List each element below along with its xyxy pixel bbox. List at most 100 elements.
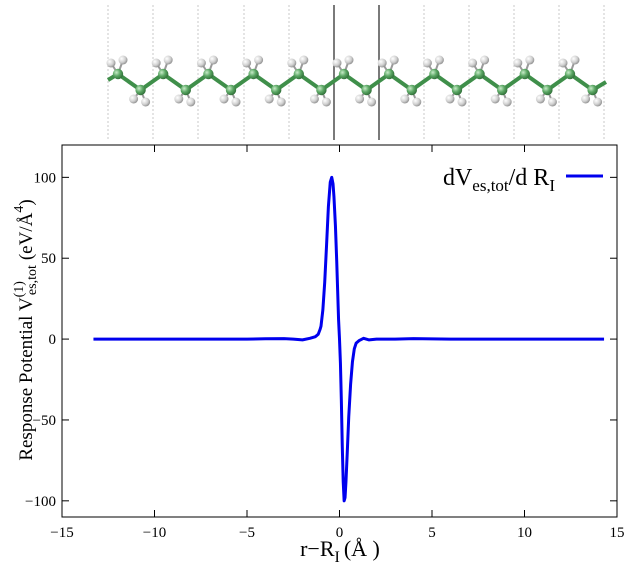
y-tick-label: −50 <box>33 413 56 429</box>
carbon-atom <box>564 68 576 80</box>
carbon-atom <box>429 68 440 80</box>
hydrogen-atom <box>570 55 580 65</box>
hydrogen-atom <box>547 97 557 107</box>
x-tick-label: −5 <box>239 525 255 541</box>
hydrogen-atom <box>581 94 591 104</box>
hydrogen-atom <box>242 58 252 68</box>
legend-label-sub2: I <box>549 176 555 195</box>
carbon-atom <box>361 84 372 96</box>
x-tick-label: 5 <box>428 525 436 541</box>
hydrogen-atom <box>141 97 151 107</box>
carbon-atom <box>203 68 214 80</box>
hydrogen-atom <box>558 58 568 68</box>
legend: dVes,tot/d RI <box>443 165 603 195</box>
series-layer <box>93 175 605 503</box>
hydrogen-atom <box>129 94 139 104</box>
hydrogen-atom <box>151 58 161 68</box>
y-tick-label: 100 <box>34 170 57 186</box>
hydrogen-atom <box>287 58 297 68</box>
y-tick-label: 50 <box>41 251 56 267</box>
y-axis-title-sup: (1) <box>12 281 27 298</box>
hydrogen-atom <box>412 97 422 107</box>
y-tick-label: −100 <box>25 494 56 510</box>
hydrogen-atom <box>174 94 184 104</box>
y-axis-ticks: −100 −50 0 50 100 <box>25 170 617 510</box>
hydrogen-atom <box>389 55 399 65</box>
x-tick-label: −10 <box>143 525 166 541</box>
x-tick-label: 10 <box>517 525 532 541</box>
hydrogen-atom <box>332 58 342 68</box>
y-axis-title-unit: (eV/Å <box>16 212 37 260</box>
polyethylene-chain-illustration <box>106 5 608 140</box>
hydrogen-atom <box>208 55 218 65</box>
carbon-atom <box>158 68 169 80</box>
y-axis-title-unit-sup: 4 <box>12 206 27 213</box>
carbon-atom <box>451 84 463 96</box>
hydrogen-atom <box>276 97 286 107</box>
hydrogen-atom <box>457 97 467 107</box>
x-axis-ticks: −15 −10 −5 0 5 10 15 <box>50 145 625 541</box>
hydrogen-atom <box>593 97 603 107</box>
carbon-atom <box>519 68 530 80</box>
carbon-atom <box>293 68 304 80</box>
y-axis-title-sub: es,tot <box>25 265 40 295</box>
carbon-atom <box>338 68 350 80</box>
carbon-atom <box>135 84 146 96</box>
carbon-atom <box>384 68 395 80</box>
hydrogen-atom <box>525 55 535 65</box>
x-axis-title-main: r−R <box>300 536 335 561</box>
carbon-atom <box>474 68 485 80</box>
legend-label-main: dV <box>443 165 473 191</box>
x-axis-title: r−RI (Å ) <box>300 536 380 566</box>
hydrogen-atom <box>422 58 432 68</box>
hydrogen-atom <box>502 97 512 107</box>
hydrogen-atom <box>355 94 365 104</box>
legend-label-mid: /d R <box>509 165 550 191</box>
hydrogen-atom <box>321 97 331 107</box>
hydrogen-atom <box>468 58 478 68</box>
legend-label: dVes,tot/d RI <box>443 165 555 195</box>
legend-label-sub1: es,tot <box>472 176 509 195</box>
hydrogen-atom <box>163 55 173 65</box>
hydrogen-atom <box>219 94 229 104</box>
carbon-atom <box>542 84 553 96</box>
y-axis-title-main: Response Potential V <box>16 297 37 461</box>
hydrogen-atom <box>299 55 309 65</box>
x-tick-label: 0 <box>336 525 344 541</box>
x-axis-title-sub: I <box>335 549 340 566</box>
y-axis-title: Response Potential V(1)es,tot (eV/Å4) <box>12 199 40 460</box>
hydrogen-atom <box>434 55 444 65</box>
carbon-atom <box>248 68 259 80</box>
hydrogen-atom <box>196 58 206 68</box>
hydrogen-atom <box>186 97 196 107</box>
hydrogen-atom <box>445 94 455 104</box>
hydrogen-atom <box>118 55 128 65</box>
carbon-atom <box>497 84 508 96</box>
hydrogen-atom <box>106 58 116 68</box>
x-tick-label: −15 <box>50 525 73 541</box>
hydrogen-atom <box>231 97 241 107</box>
hydrogen-atom <box>490 94 500 104</box>
series-line <box>93 175 605 503</box>
carbon-atom <box>112 68 124 80</box>
hydrogen-atom <box>367 97 377 107</box>
carbon-atom <box>271 84 282 96</box>
carbon-atom <box>316 84 327 96</box>
x-axis-title-unit: (Å ) <box>344 536 380 561</box>
carbon-atom <box>225 84 237 96</box>
hydrogen-atom <box>254 55 264 65</box>
hydrogen-atom <box>377 58 387 68</box>
hydrogen-atom <box>535 94 545 104</box>
y-tick-label: 0 <box>49 332 57 348</box>
carbon-atom <box>406 84 417 96</box>
x-tick-label: 15 <box>610 525 625 541</box>
hydrogen-atom <box>513 58 523 68</box>
hydrogen-atom <box>480 55 490 65</box>
hydrogen-atom <box>309 94 319 104</box>
carbon-atom <box>180 84 191 96</box>
hydrogen-atom <box>264 94 274 104</box>
hydrogen-atom <box>400 94 410 104</box>
carbon-atom <box>587 84 598 96</box>
y-axis-title-unit-close: ) <box>16 199 37 205</box>
